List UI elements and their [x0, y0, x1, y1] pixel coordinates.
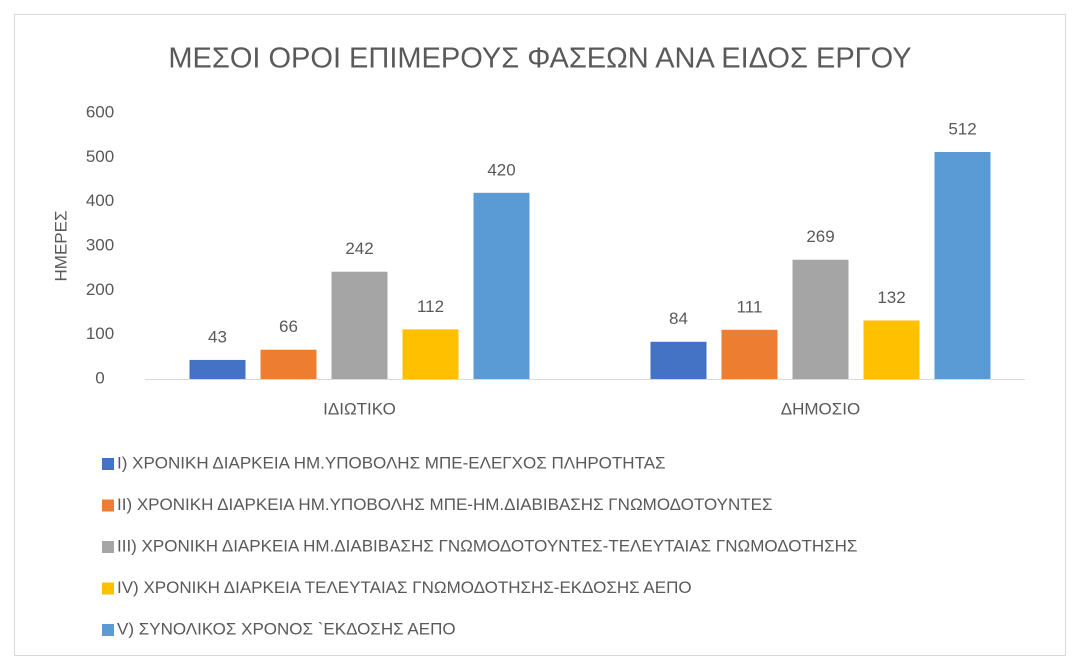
data-label: 512 [948, 119, 976, 138]
legend-swatch [102, 458, 114, 470]
y-axis-label: ΗΜΕΡΕΣ [51, 211, 70, 282]
legend-label: V) ΣΥΝΟΛΙΚΟΣ ΧΡΟΝΟΣ `ΕΚΔΟΣΗΣ ΑΕΠΟ [117, 619, 456, 638]
bar [792, 259, 849, 379]
bar [473, 192, 530, 379]
y-tick-label: 600 [86, 102, 114, 121]
legend-swatch [102, 624, 114, 636]
data-label: 84 [669, 309, 688, 328]
bar [934, 152, 991, 379]
legend-label: II) ΧΡΟΝΙΚΗ ΔΙΑΡΚΕΙΑ ΗΜ.ΥΠΟΒΟΛΗΣ ΜΠΕ-ΗΜ.… [117, 495, 773, 514]
data-label: 66 [279, 317, 298, 336]
data-label: 242 [345, 239, 373, 258]
x-tick-label: ΙΔΙΩΤΙΚΟ [323, 399, 396, 418]
y-tick-label: 0 [95, 368, 104, 387]
legend-label: IV) ΧΡΟΝΙΚΗ ΔΙΑΡΚΕΙΑ ΤΕΛΕΥΤΑΙΑΣ ΓΝΩΜΟΔΟΤ… [117, 578, 692, 597]
y-tick-label: 500 [86, 147, 114, 166]
data-label: 132 [877, 288, 905, 307]
data-label: 111 [737, 297, 763, 316]
bar [189, 359, 246, 379]
bar [260, 349, 317, 379]
legend-swatch [102, 582, 114, 595]
x-tick-label: ΔΗΜΟΣΙΟ [781, 399, 860, 418]
legend-swatch [102, 541, 114, 553]
data-label: 269 [806, 227, 834, 246]
chart-title: ΜΕΣΟΙ ΟΡΟΙ ΕΠΙΜΕΡΟΥΣ ΦΑΣΕΩΝ ΑΝΑ ΕΙΔΟΣ ΕΡ… [168, 43, 911, 75]
data-label: 43 [208, 327, 227, 346]
data-label: 420 [487, 160, 515, 179]
y-tick-label: 400 [86, 191, 114, 210]
bar [402, 329, 459, 379]
data-label: 112 [417, 297, 444, 316]
bar [721, 329, 778, 379]
y-tick-label: 300 [86, 235, 114, 254]
legend-label: I) ΧΡΟΝΙΚΗ ΔΙΑΡΚΕΙΑ ΗΜ.ΥΠΟΒΟΛΗΣ ΜΠΕ-ΕΛΕΓ… [117, 453, 666, 472]
y-tick-label: 200 [86, 280, 114, 299]
bar [331, 271, 388, 379]
y-tick-label: 100 [86, 324, 114, 343]
legend-swatch [102, 499, 114, 512]
legend-label: III) ΧΡΟΝΙΚΗ ΔΙΑΡΚΕΙΑ ΗΜ.ΔΙΑΒΙΒΑΣΗΣ ΓΝΩΜ… [117, 536, 857, 555]
bar [650, 341, 707, 379]
bar [863, 320, 920, 379]
